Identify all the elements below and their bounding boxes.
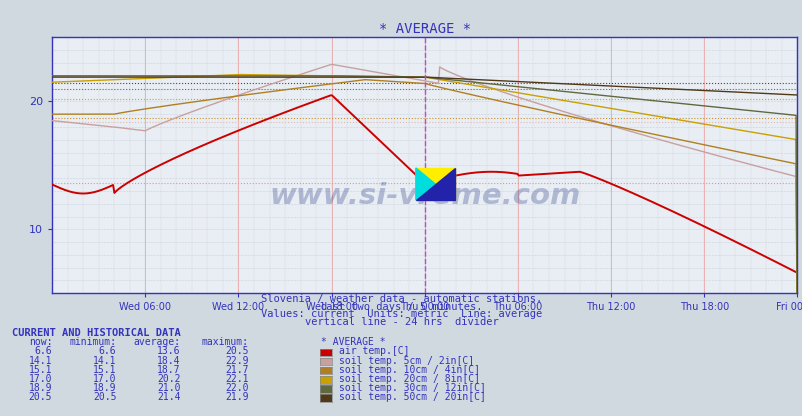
Text: minimum:: minimum: <box>69 337 116 347</box>
Text: soil temp. 10cm / 4in[C]: soil temp. 10cm / 4in[C] <box>338 365 480 375</box>
Text: air temp.[C]: air temp.[C] <box>338 347 409 357</box>
Text: CURRENT AND HISTORICAL DATA: CURRENT AND HISTORICAL DATA <box>12 328 180 338</box>
Text: maximum:: maximum: <box>201 337 249 347</box>
Text: 18.7: 18.7 <box>157 365 180 375</box>
Polygon shape <box>415 168 454 200</box>
Text: 22.1: 22.1 <box>225 374 249 384</box>
Text: Slovenia / weather data - automatic stations.: Slovenia / weather data - automatic stat… <box>261 294 541 304</box>
Text: soil temp. 5cm / 2in[C]: soil temp. 5cm / 2in[C] <box>338 356 473 366</box>
Text: 20.5: 20.5 <box>29 392 52 402</box>
Text: 14.1: 14.1 <box>29 356 52 366</box>
Text: 22.0: 22.0 <box>225 383 249 393</box>
Text: soil temp. 20cm / 8in[C]: soil temp. 20cm / 8in[C] <box>338 374 480 384</box>
Text: 21.0: 21.0 <box>157 383 180 393</box>
Text: soil temp. 30cm / 12in[C]: soil temp. 30cm / 12in[C] <box>338 383 485 393</box>
Text: 15.1: 15.1 <box>93 365 116 375</box>
Text: 13.6: 13.6 <box>157 347 180 357</box>
Text: 15.1: 15.1 <box>29 365 52 375</box>
Text: www.si-vreme.com: www.si-vreme.com <box>269 182 580 210</box>
Text: 17.0: 17.0 <box>93 374 116 384</box>
Text: 20.5: 20.5 <box>225 347 249 357</box>
Text: 21.9: 21.9 <box>225 392 249 402</box>
Text: 21.4: 21.4 <box>157 392 180 402</box>
Text: 18.4: 18.4 <box>157 356 180 366</box>
Text: 14.1: 14.1 <box>93 356 116 366</box>
Text: 20.2: 20.2 <box>157 374 180 384</box>
FancyBboxPatch shape <box>415 168 454 200</box>
Text: 18.9: 18.9 <box>29 383 52 393</box>
Text: 22.9: 22.9 <box>225 356 249 366</box>
Text: 6.6: 6.6 <box>99 347 116 357</box>
Text: 21.7: 21.7 <box>225 365 249 375</box>
Text: * AVERAGE *: * AVERAGE * <box>321 337 385 347</box>
Polygon shape <box>415 168 454 200</box>
Text: 18.9: 18.9 <box>93 383 116 393</box>
Text: average:: average: <box>133 337 180 347</box>
Text: 6.6: 6.6 <box>34 347 52 357</box>
Title: * AVERAGE *: * AVERAGE * <box>379 22 470 36</box>
Text: now:: now: <box>29 337 52 347</box>
Text: 20.5: 20.5 <box>93 392 116 402</box>
Text: last two days / 5 minutes.: last two days / 5 minutes. <box>320 302 482 312</box>
Text: Values: current  Units: metric  Line: average: Values: current Units: metric Line: aver… <box>261 310 541 319</box>
Text: vertical line - 24 hrs  divider: vertical line - 24 hrs divider <box>304 317 498 327</box>
Text: 17.0: 17.0 <box>29 374 52 384</box>
Text: soil temp. 50cm / 20in[C]: soil temp. 50cm / 20in[C] <box>338 392 485 402</box>
